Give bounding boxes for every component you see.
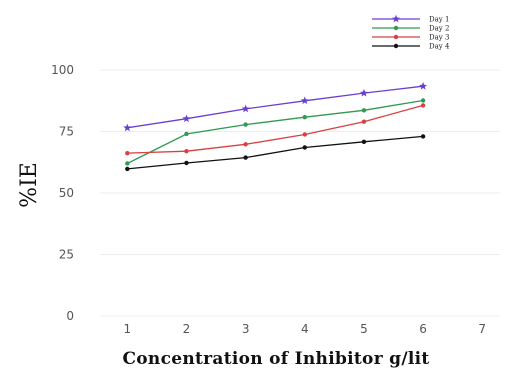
x-tick-label: 5 (360, 322, 368, 336)
x-tick-labels: 1 2 3 4 5 6 7 (124, 322, 487, 336)
legend-marker-day-2 (393, 25, 399, 31)
data-point-day-3 (125, 150, 130, 156)
series-line-day-2 (127, 99, 424, 165)
legend-label-day-4: Day 4 (429, 43, 450, 51)
legend-label-day-2: Day 2 (429, 25, 449, 33)
data-point-day-1 (419, 82, 428, 90)
y-tick-label: 0 (66, 309, 74, 323)
legend-marker-day-4 (393, 43, 399, 49)
data-point-day-2 (361, 108, 367, 113)
x-axis-label: Concentration of Inhibitor g/lit (122, 349, 429, 369)
data-point-day-1 (241, 104, 250, 113)
data-point-day-3 (184, 148, 189, 154)
grid-layer (100, 69, 500, 317)
data-point-day-2 (184, 131, 189, 137)
y-tick-label: 100 (51, 63, 74, 77)
data-point-day-1 (123, 123, 132, 132)
y-tick-label: 25 (59, 248, 74, 262)
legend-label-day-3: Day 3 (429, 34, 449, 42)
data-point-day-4 (125, 166, 130, 172)
y-axis-label: %IE (17, 162, 42, 208)
series-line-day-1 (127, 85, 424, 129)
data-point-day-2 (302, 115, 307, 120)
series-layer (123, 82, 428, 172)
x-tick-label: 3 (242, 322, 250, 336)
data-point-day-4 (361, 139, 367, 145)
data-point-day-3 (302, 132, 307, 137)
data-point-day-4 (243, 155, 248, 160)
data-point-day-1 (182, 114, 191, 123)
x-tick-label: 7 (478, 322, 486, 336)
data-point-day-3 (243, 142, 248, 147)
x-tick-label: 2 (183, 322, 191, 336)
data-point-day-1 (359, 88, 368, 97)
data-point-day-2 (243, 122, 248, 127)
x-tick-label: 4 (301, 322, 309, 336)
legend-label-day-1: Day 1 (429, 16, 449, 24)
legend-marker-day-3 (393, 34, 399, 40)
data-point-day-1 (300, 96, 309, 105)
data-point-day-4 (184, 160, 189, 166)
legend-marker-day-1 (392, 14, 400, 23)
data-point-day-2 (125, 161, 130, 166)
y-tick-label: 50 (59, 186, 74, 200)
data-point-day-4 (302, 145, 307, 150)
x-tick-label: 6 (419, 322, 427, 336)
x-tick-label: 1 (124, 322, 132, 336)
y-tick-labels: 0 25 50 75 100 (51, 63, 74, 323)
series-line-day-3 (127, 104, 424, 154)
data-point-day-4 (420, 134, 426, 139)
data-point-day-3 (361, 119, 367, 124)
data-point-day-3 (420, 103, 426, 108)
series-line-day-4 (127, 135, 424, 170)
data-point-day-2 (420, 98, 426, 103)
y-tick-label: 75 (59, 125, 74, 139)
